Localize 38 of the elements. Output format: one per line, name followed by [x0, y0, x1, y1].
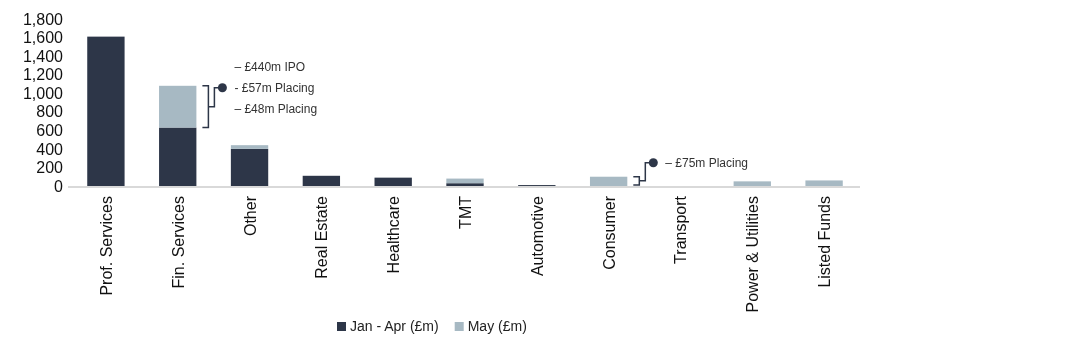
bar: [87, 36, 125, 186]
bar: [374, 177, 412, 186]
bar: [302, 175, 341, 186]
x-tick-label: Transport: [672, 195, 690, 264]
y-tick-label: 1,600: [22, 29, 64, 47]
legend-label: Jan - Apr (£m): [350, 318, 439, 334]
legend-label: May (£m): [467, 318, 527, 334]
annotation: – £48m Placing: [234, 101, 318, 116]
x-tick-label: Healthcare: [385, 195, 403, 274]
y-tick-label: 600: [36, 121, 64, 139]
x-tick-label: Consumer: [600, 195, 618, 270]
x-tick-label: Automotive: [528, 195, 546, 277]
x-tick-label: Fin. Services: [169, 196, 187, 289]
bar: [733, 181, 771, 186]
bar: [805, 180, 843, 186]
annotation: - £57m Placing: [234, 80, 315, 95]
y-tick-label: 200: [36, 159, 64, 177]
y-tick-label: 800: [36, 103, 64, 121]
bar: [589, 176, 628, 186]
y-tick-label: 1,000: [22, 84, 64, 102]
x-tick-label: TMT: [457, 195, 474, 229]
bar: [159, 85, 197, 128]
x-tick-label: Power & Utilities: [744, 196, 762, 313]
x-tick-label: Other: [241, 195, 259, 237]
annotation: – £440m IPO: [234, 59, 306, 74]
y-tick-label: 0: [54, 177, 64, 195]
y-tick-label: 1,800: [22, 10, 64, 28]
bar: [230, 148, 269, 186]
y-tick-label: 400: [36, 140, 64, 158]
bar: [159, 127, 197, 186]
y-tick-label: 1,400: [22, 47, 64, 65]
x-tick-label: Prof. Services: [97, 196, 115, 296]
x-tick-label: Real Estate: [313, 195, 331, 279]
y-tick-label: 1,200: [22, 66, 64, 84]
bar: [230, 145, 269, 149]
bar: [446, 183, 484, 186]
x-tick-label: Listed Funds: [816, 196, 834, 288]
annotation: – £75m Placing: [665, 155, 749, 170]
